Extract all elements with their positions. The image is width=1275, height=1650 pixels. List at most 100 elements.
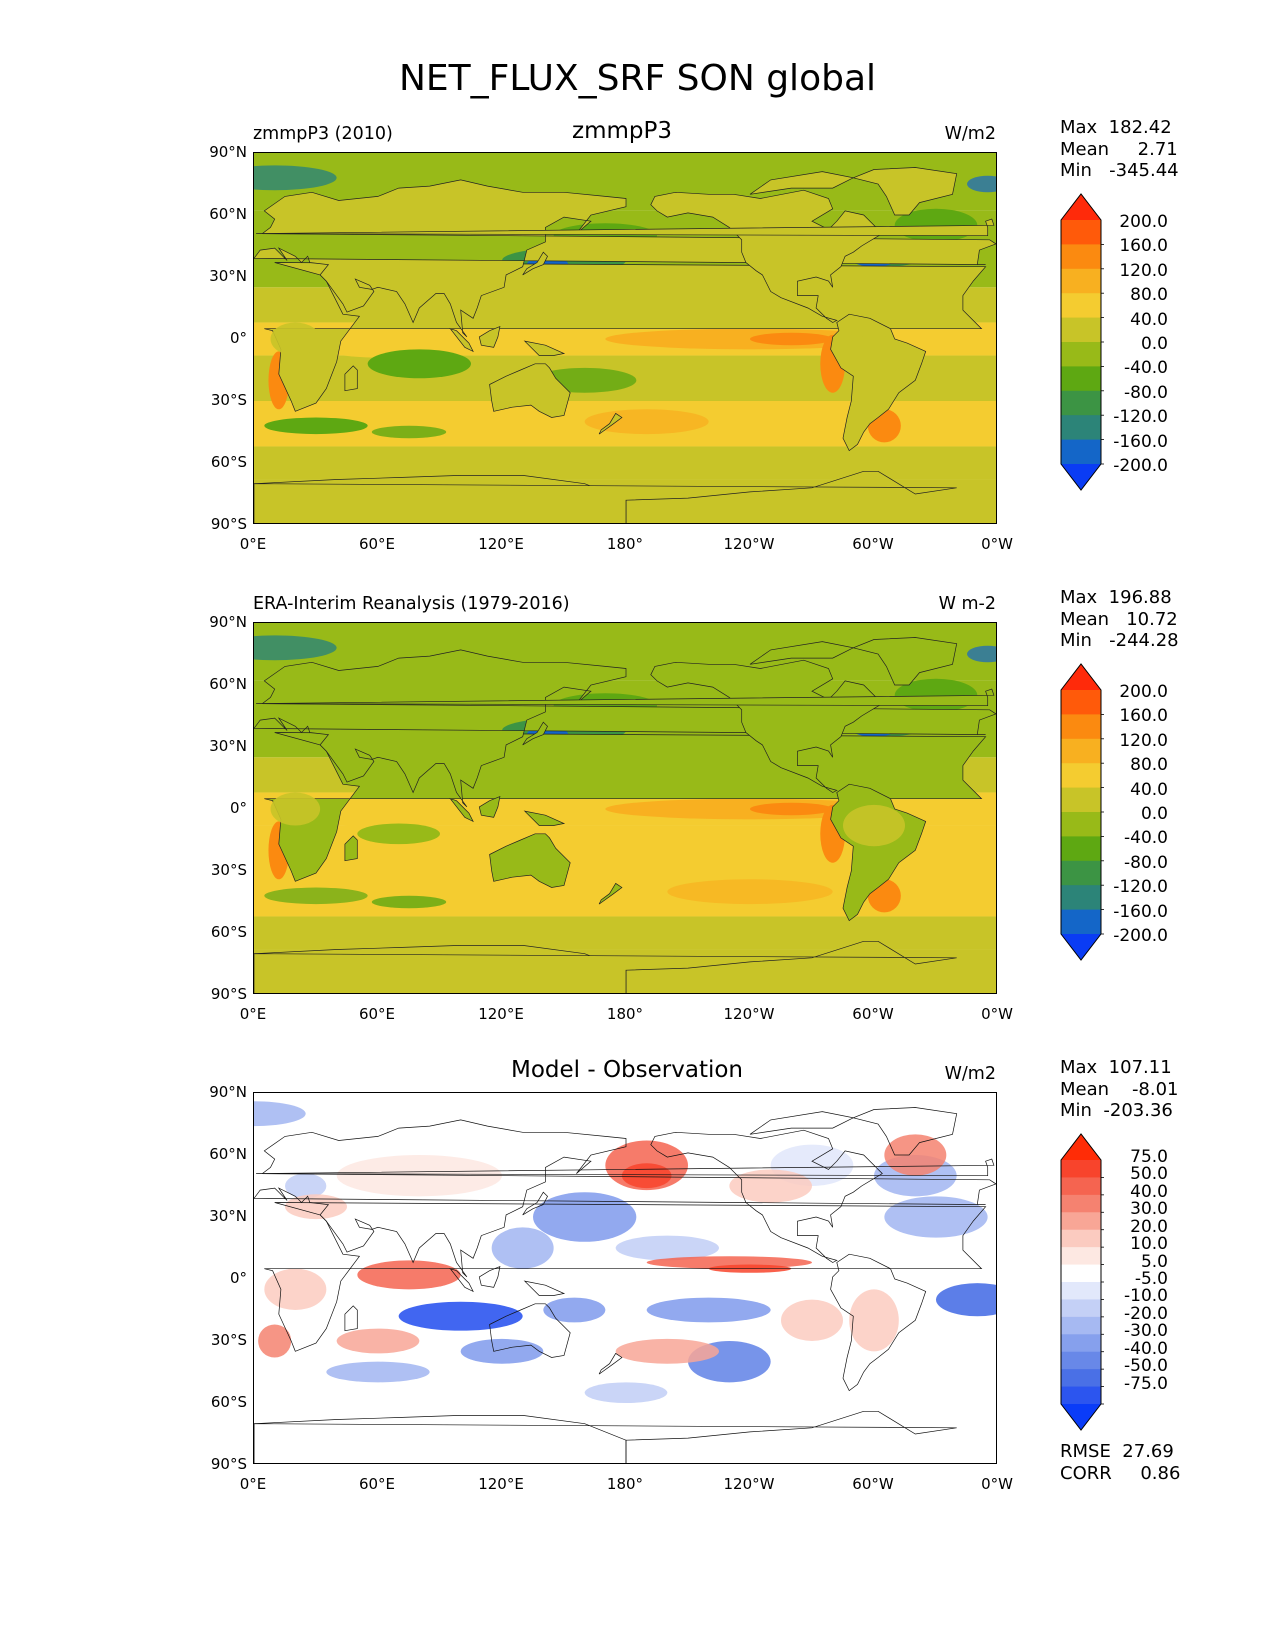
- panel-2-mean-label: Mean: [1060, 608, 1110, 630]
- coastline-arcticcan: [749, 641, 855, 665]
- colorbar-label: -120.0: [1113, 407, 1168, 428]
- field-patch: [646, 1297, 771, 1323]
- colorbar-label: 75.0: [1130, 1147, 1168, 1167]
- field-band: [254, 916, 996, 950]
- panel-3-max: 107.11: [1108, 1057, 1172, 1078]
- field-patch: [254, 165, 337, 191]
- y-tick-label: 90°N: [209, 1083, 247, 1101]
- coastline-eurasia: [254, 649, 996, 808]
- panel-1-min: -345.44: [1109, 160, 1179, 181]
- coastline-borneo: [478, 326, 501, 348]
- colorbar-label: -30.0: [1124, 1321, 1168, 1342]
- coastline-japan: [522, 1191, 548, 1216]
- x-tick-label: 180°: [606, 1005, 644, 1023]
- field-patch: [264, 417, 368, 435]
- field-patch: [936, 1283, 996, 1317]
- field-patch: [884, 1196, 988, 1238]
- coastline-japan: [522, 721, 548, 746]
- x-tick-label: 120°W: [723, 535, 775, 553]
- coastline-antarctica2: [254, 470, 957, 523]
- y-tick-label: 60°S: [210, 923, 247, 941]
- field-patch: [491, 1227, 554, 1269]
- coastline-arcticcan: [749, 171, 855, 195]
- colorbar-segment: [1061, 860, 1101, 886]
- colorbar-segment: [1061, 909, 1101, 935]
- field-patch: [843, 334, 905, 377]
- colorbar-label: 80.0: [1130, 755, 1168, 776]
- colorbar-extend-bottom: [1061, 934, 1101, 960]
- colorbar-segment: [1061, 885, 1101, 911]
- colorbar-label: -80.0: [1124, 382, 1168, 403]
- panel-1-stats: Max 182.42 Mean 2.71 Min -345.44: [1060, 117, 1179, 182]
- panel-1-units: W/m2: [944, 124, 996, 144]
- colorbar-extend-bottom: [1061, 464, 1101, 490]
- field-patch: [336, 1328, 420, 1354]
- y-tick-label: 30°N: [209, 737, 247, 755]
- coastline-newguinea: [523, 810, 566, 826]
- panel-2-field: [254, 623, 996, 993]
- y-tick-label: 60°S: [210, 453, 247, 471]
- field-band: [254, 446, 996, 480]
- x-tick-label: 0°E: [239, 1475, 267, 1493]
- x-tick-label: 60°W: [852, 535, 894, 553]
- panel-3-min: -203.36: [1103, 1100, 1173, 1121]
- panel-3-colorbar: [1060, 1133, 1104, 1431]
- corr-label: CORR: [1060, 1462, 1112, 1484]
- colorbar-extend-top: [1061, 1134, 1101, 1160]
- panel-3-mean-label: Mean: [1060, 1078, 1110, 1100]
- colorbar-label: -160.0: [1113, 901, 1168, 922]
- y-tick-label: 60°N: [209, 675, 247, 693]
- y-tick-label: 30°S: [210, 1331, 247, 1349]
- panel-1-max-label: Max: [1060, 117, 1098, 138]
- x-tick-label: 0°E: [239, 1005, 267, 1023]
- colorbar-label: 50.0: [1130, 1164, 1168, 1185]
- panel-2-colorbar: [1060, 663, 1104, 961]
- colorbar-segment: [1061, 415, 1101, 441]
- panel-2-left-title: ERA-Interim Reanalysis (1979-2016): [253, 594, 570, 614]
- panel-3-stats: Max 107.11 Mean -8.01 Min -203.36: [1060, 1057, 1179, 1122]
- x-tick-label: 120°E: [478, 1475, 524, 1493]
- coastline-antarctica2: [254, 940, 957, 993]
- field-patch: [371, 425, 447, 439]
- colorbar-segment: [1061, 1386, 1101, 1405]
- panel-2-max-label: Max: [1060, 587, 1098, 608]
- panel-2-min: -244.28: [1109, 630, 1179, 651]
- x-tick-label: 120°E: [478, 1005, 524, 1023]
- coastline-uk: [256, 218, 995, 237]
- colorbar-segment: [1061, 1160, 1101, 1179]
- field-patch: [264, 887, 368, 905]
- panel-2-min-label: Min: [1060, 630, 1092, 651]
- panel-3-map: [253, 1092, 997, 1464]
- coastline-madagascar: [344, 365, 358, 392]
- colorbar-segment: [1061, 836, 1101, 862]
- y-tick-label: 30°N: [209, 1207, 247, 1225]
- panel-3-units: W/m2: [944, 1064, 996, 1084]
- colorbar-label: 40.0: [1130, 1181, 1168, 1202]
- coastline-nz: [598, 412, 623, 435]
- colorbar-label: -40.0: [1124, 828, 1168, 849]
- colorbar-label: -200.0: [1113, 926, 1168, 946]
- coastline-nz: [598, 1352, 623, 1375]
- coastline-antarctica: [254, 1415, 627, 1463]
- y-tick-label: 90°S: [210, 985, 247, 1003]
- field-patch: [357, 1260, 461, 1290]
- coastline-uk: [256, 688, 995, 707]
- panel-1-min-label: Min: [1060, 160, 1092, 181]
- panel-3-min-label: Min: [1060, 1100, 1092, 1121]
- coastline-greenland: [852, 1107, 958, 1156]
- coastline-sumatra: [449, 1268, 474, 1293]
- colorbar-label: -20.0: [1124, 1303, 1168, 1324]
- colorbar-segment: [1061, 220, 1101, 245]
- panel-3-max-label: Max: [1060, 1057, 1098, 1078]
- colorbar-label: 120.0: [1119, 260, 1168, 281]
- colorbar-segment: [1061, 1351, 1101, 1370]
- x-tick-label: 60°E: [358, 1475, 396, 1493]
- coastline-australia: [489, 833, 571, 888]
- coastline-nz: [598, 882, 623, 905]
- colorbar-label: -75.0: [1124, 1373, 1168, 1394]
- colorbar-segment: [1061, 690, 1101, 715]
- coastline-newguinea: [523, 340, 566, 356]
- panel-1-map: [253, 152, 997, 524]
- field-patch: [884, 1134, 947, 1176]
- y-tick-label: 0°: [229, 329, 247, 347]
